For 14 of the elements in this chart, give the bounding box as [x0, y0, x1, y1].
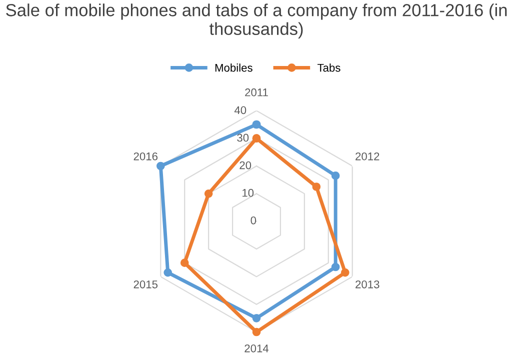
spoke-label: 2015 — [134, 280, 158, 288]
y-tick-label: 30 — [237, 134, 249, 142]
spoke-label: 2014 — [244, 344, 269, 352]
spoke-label: 2011 — [245, 88, 268, 96]
y-tick-label: 20 — [240, 161, 252, 170]
spoke-label: 2012 — [356, 152, 380, 160]
legend-label: Tabs — [317, 64, 340, 72]
chart-title: Sale of mobile phones and tabs of a company from 2011-2016 (in thosusands) — [6, 4, 507, 38]
y-tick-label: 0 — [250, 216, 256, 224]
spoke-label: 2016 — [134, 152, 158, 160]
legend-label: Mobiles — [215, 64, 252, 72]
y-tick-label: 10 — [242, 188, 254, 197]
spoke-label: 2013 — [356, 280, 380, 288]
y-tick-label: 40 — [234, 106, 246, 114]
